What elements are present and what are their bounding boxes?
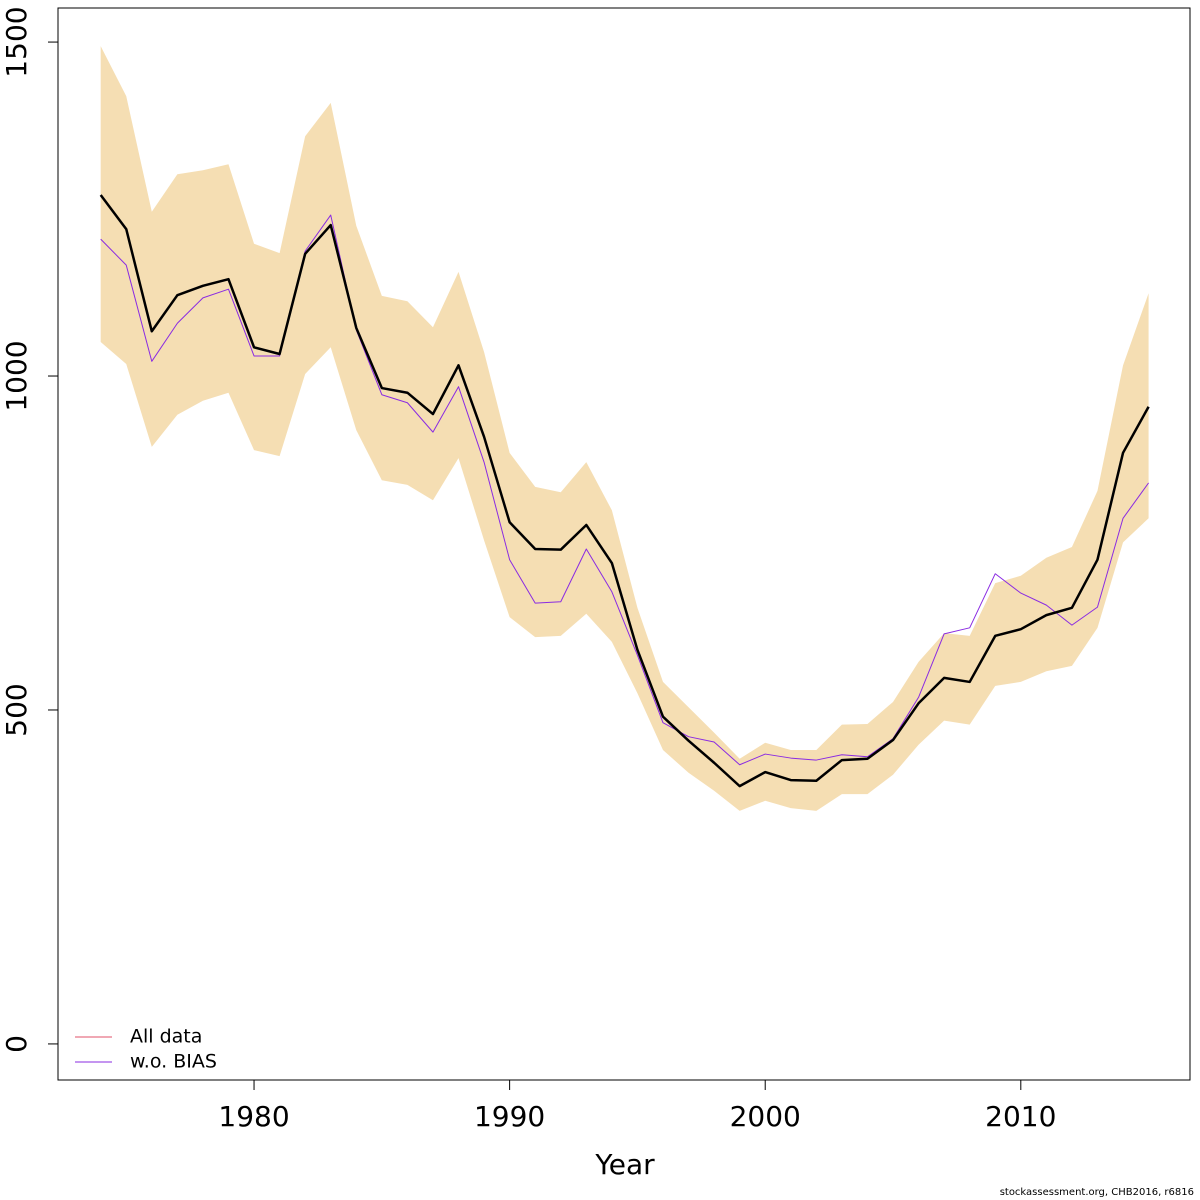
confidence-band <box>100 46 1149 811</box>
x-tick-label: 1980 <box>218 1100 289 1133</box>
plot-frame <box>57 7 1191 1081</box>
y-tick-label: 500 <box>0 683 33 736</box>
x-tick-label: 2010 <box>985 1100 1056 1133</box>
series-line <box>99 194 1150 788</box>
y-tick-label: 1500 <box>0 6 33 77</box>
x-tick-label: 2000 <box>730 1100 801 1133</box>
y-tick-label: 0 <box>0 1035 33 1053</box>
x-tick-label: 1990 <box>474 1100 545 1133</box>
y-tick-label: 1000 <box>0 340 33 411</box>
legend-label: All data <box>130 1026 202 1048</box>
series-line <box>100 214 1149 766</box>
footer: stockassessment.org, CHB2016, r6816 <box>1000 1187 1194 1198</box>
legend-label: w.o. BIAS <box>130 1051 217 1073</box>
x-axis-label: Year <box>594 1148 655 1181</box>
